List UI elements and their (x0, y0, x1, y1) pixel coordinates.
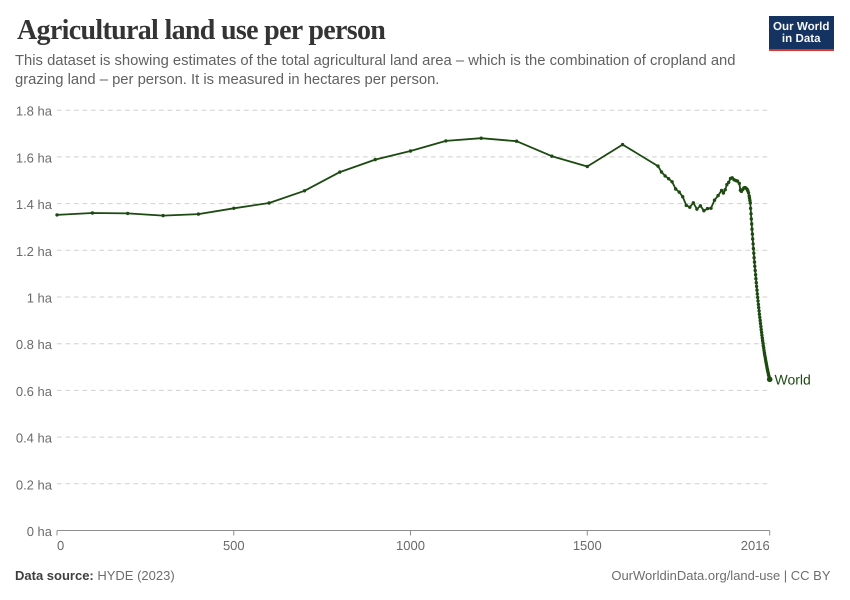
svg-text:0.6 ha: 0.6 ha (16, 384, 53, 399)
svg-text:0.8 ha: 0.8 ha (16, 337, 53, 352)
svg-text:World: World (775, 372, 811, 388)
svg-text:1.4 ha: 1.4 ha (16, 197, 53, 212)
svg-text:1.2 ha: 1.2 ha (16, 244, 53, 259)
svg-text:1.6 ha: 1.6 ha (16, 150, 53, 165)
svg-text:1000: 1000 (396, 538, 425, 553)
svg-text:1500: 1500 (573, 538, 602, 553)
svg-text:500: 500 (223, 538, 245, 553)
svg-text:0 ha: 0 ha (27, 524, 53, 539)
svg-text:0.4 ha: 0.4 ha (16, 431, 53, 446)
svg-text:0: 0 (57, 538, 64, 553)
svg-text:1.8 ha: 1.8 ha (16, 104, 53, 119)
svg-text:0.2 ha: 0.2 ha (16, 477, 53, 492)
svg-text:1 ha: 1 ha (27, 291, 53, 306)
svg-text:2016: 2016 (741, 538, 770, 553)
